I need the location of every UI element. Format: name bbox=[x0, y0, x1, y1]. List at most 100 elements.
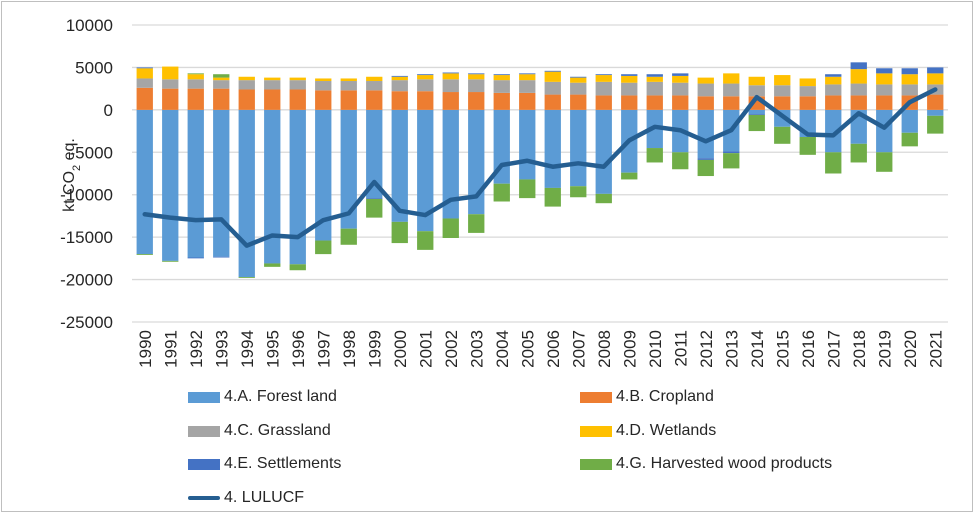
bar-4-a-forest-land-1993 bbox=[213, 109, 230, 257]
legend-swatch-forest-land bbox=[188, 391, 220, 403]
bar-4-g-harvested-wood-products-2010 bbox=[646, 148, 663, 163]
bar-4-g-harvested-wood-products-2021 bbox=[927, 115, 944, 134]
bar-4-a-forest-land-2014 bbox=[748, 109, 765, 115]
bar-4-b-cropland-2016 bbox=[799, 96, 816, 110]
bar-4-e-settlements-2007 bbox=[570, 76, 587, 78]
y-tick-label: 5000 bbox=[75, 58, 113, 77]
bar-4-d-wetlands-2018 bbox=[850, 69, 867, 84]
x-tick-label: 1997 bbox=[314, 330, 333, 368]
bar-4-d-wetlands-2012 bbox=[697, 77, 714, 84]
bar-4-c-grassland-1990 bbox=[136, 78, 153, 88]
bar-4-b-cropland-2003 bbox=[468, 92, 485, 110]
bar-4-d-wetlands-2014 bbox=[748, 76, 765, 86]
bar-4-a-forest-land-1990 bbox=[136, 109, 153, 255]
bar-4-e-settlements-2001 bbox=[417, 74, 434, 76]
legend-swatch-settlements bbox=[188, 458, 220, 470]
bar-4-e-settlements-2010 bbox=[646, 74, 663, 77]
bar-4-e-settlements-2000 bbox=[391, 75, 408, 77]
bar-4-g-harvested-wood-products-2002 bbox=[442, 218, 459, 238]
bar-4-d-wetlands-2019 bbox=[876, 73, 893, 85]
bar-4-d-wetlands-1991 bbox=[162, 66, 179, 80]
bar-4-d-wetlands-2017 bbox=[825, 76, 842, 85]
bar-4-g-harvested-wood-products-2016 bbox=[799, 137, 816, 155]
bar-4-g-harvested-wood-products-2018 bbox=[850, 143, 867, 163]
x-tick-label: 1993 bbox=[212, 330, 231, 368]
x-tick-label: 2006 bbox=[544, 330, 563, 368]
y-tick-label: -10000 bbox=[60, 186, 113, 205]
x-tick-label: 2009 bbox=[620, 330, 639, 368]
bar-4-c-grassland-2006 bbox=[544, 81, 561, 95]
y-tick-label: -5000 bbox=[70, 143, 113, 162]
bar-4-c-grassland-2019 bbox=[876, 84, 893, 96]
legend-line-lulucf bbox=[188, 496, 220, 500]
x-tick-label: 2016 bbox=[799, 330, 818, 368]
bar-4-c-grassland-1998 bbox=[340, 81, 357, 91]
bar-4-c-grassland-1999 bbox=[366, 81, 383, 91]
bar-4-d-wetlands-2016 bbox=[799, 78, 816, 87]
y-axis-label: kt CO2 eq. bbox=[61, 138, 83, 212]
bar-4-a-forest-land-1998 bbox=[340, 109, 357, 229]
y-tick-labels: 10000 5000 0 -5000 -10000 -15000 -20000 -25000 bbox=[60, 16, 113, 332]
bar-4-e-settlements-1992 bbox=[187, 257, 204, 259]
bar-4-a-forest-land-1999 bbox=[366, 109, 383, 199]
bar-4-b-cropland-1997 bbox=[315, 90, 332, 110]
bar-4-d-wetlands-2015 bbox=[774, 75, 791, 86]
bar-4-c-grassland-2013 bbox=[723, 83, 740, 97]
bar-4-g-harvested-wood-products-1999 bbox=[366, 198, 383, 218]
bar-4-b-cropland-2009 bbox=[621, 95, 638, 110]
bar-4-b-cropland-1991 bbox=[162, 88, 179, 110]
bar-4-e-settlements-2009 bbox=[621, 74, 638, 76]
bar-4-c-grassland-2000 bbox=[391, 80, 408, 92]
bar-4-g-harvested-wood-products-2001 bbox=[417, 231, 434, 250]
bar-4-d-wetlands-1994 bbox=[238, 76, 255, 81]
bar-4-c-grassland-2004 bbox=[493, 80, 510, 93]
bar-4-b-cropland-2010 bbox=[646, 95, 663, 110]
legend-item-wetlands: 4.D. Wetlands bbox=[580, 422, 716, 440]
bar-4-g-harvested-wood-products-2019 bbox=[876, 152, 893, 172]
x-tick-label: 2015 bbox=[773, 330, 792, 368]
x-tick-label: 1992 bbox=[187, 330, 206, 368]
bar-4-b-cropland-1996 bbox=[289, 89, 306, 110]
legend-label: 4. LULUCF bbox=[224, 489, 305, 506]
bar-4-d-wetlands-2000 bbox=[391, 76, 408, 81]
bar-4-b-cropland-1999 bbox=[366, 90, 383, 110]
y-tick-label: 10000 bbox=[66, 16, 113, 35]
bar-4-g-harvested-wood-products-1996 bbox=[289, 264, 306, 271]
bar-4-b-cropland-2011 bbox=[672, 95, 689, 110]
bar-4-b-cropland-2021 bbox=[927, 94, 944, 110]
bar-4-d-wetlands-2002 bbox=[442, 73, 459, 80]
bar-4-c-grassland-2003 bbox=[468, 79, 485, 93]
bar-4-b-cropland-2018 bbox=[850, 95, 867, 110]
x-tick-label: 2002 bbox=[442, 330, 461, 368]
x-tick-labels: 1990 1991 1992 1993 1994 1995 1996 1997 1998 1999… bbox=[136, 330, 946, 368]
bar-4-g-harvested-wood-products-2014 bbox=[748, 114, 765, 132]
bar-4-c-grassland-2007 bbox=[570, 82, 587, 95]
bar-4-e-settlements-2006 bbox=[544, 70, 561, 72]
bar-4-g-harvested-wood-products-1997 bbox=[315, 240, 332, 255]
x-tick-label: 1996 bbox=[289, 330, 308, 368]
bar-4-e-settlements-1993 bbox=[213, 256, 230, 258]
x-tick-label: 2005 bbox=[518, 330, 537, 368]
bar-4-e-settlements-2019 bbox=[876, 68, 893, 74]
bar-4-g-harvested-wood-products-2006 bbox=[544, 187, 561, 207]
y-tick-label: -20000 bbox=[60, 271, 113, 290]
legend-swatch-harvested-wood-products bbox=[580, 458, 612, 470]
bar-4-c-grassland-1997 bbox=[315, 81, 332, 91]
bar-4-c-grassland-1995 bbox=[264, 80, 281, 90]
bar-4-d-wetlands-1997 bbox=[315, 78, 332, 82]
bar-4-g-harvested-wood-products-1992 bbox=[187, 73, 204, 75]
legend-item-forest-land: 4.A. Forest land bbox=[188, 388, 337, 406]
x-tick-label: 1994 bbox=[238, 330, 257, 368]
bar-4-c-grassland-1991 bbox=[162, 79, 179, 89]
bar-4-a-forest-land-2007 bbox=[570, 109, 587, 187]
x-tick-label: 1990 bbox=[136, 330, 155, 368]
x-tick-label: 1991 bbox=[161, 330, 180, 368]
bar-4-c-grassland-2009 bbox=[621, 82, 638, 96]
bar-4-e-settlements-2018 bbox=[850, 62, 867, 70]
bar-4-c-grassland-2011 bbox=[672, 82, 689, 96]
bars bbox=[136, 62, 944, 278]
bar-4-b-cropland-1994 bbox=[238, 89, 255, 110]
x-tick-label: 2011 bbox=[671, 330, 690, 367]
bar-4-d-wetlands-1992 bbox=[187, 74, 204, 80]
